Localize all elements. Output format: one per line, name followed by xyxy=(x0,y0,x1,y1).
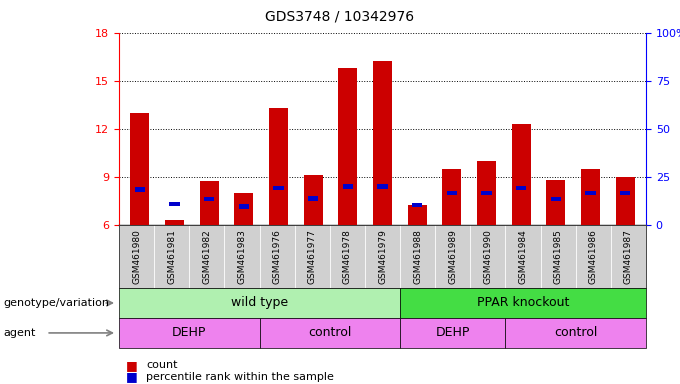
Text: agent: agent xyxy=(3,328,36,338)
Text: GSM461976: GSM461976 xyxy=(273,229,282,284)
Bar xyxy=(269,108,288,225)
Text: GSM461990: GSM461990 xyxy=(483,229,492,284)
Text: GSM461982: GSM461982 xyxy=(203,229,211,284)
Text: GSM461984: GSM461984 xyxy=(519,229,528,284)
Bar xyxy=(477,161,496,225)
Bar xyxy=(442,169,461,225)
Bar xyxy=(239,204,249,209)
Text: GSM461977: GSM461977 xyxy=(308,229,317,284)
Bar xyxy=(481,190,492,195)
Bar xyxy=(412,203,422,207)
Bar xyxy=(373,61,392,225)
Bar xyxy=(131,113,150,225)
Bar xyxy=(200,182,219,225)
Bar xyxy=(304,175,323,225)
Text: GSM461985: GSM461985 xyxy=(554,229,562,284)
Text: genotype/variation: genotype/variation xyxy=(3,298,109,308)
Bar xyxy=(343,184,353,189)
Bar xyxy=(169,202,180,206)
Bar xyxy=(511,124,530,225)
Bar xyxy=(516,186,526,190)
Bar xyxy=(377,184,388,189)
Text: wild type: wild type xyxy=(231,296,288,310)
Text: GSM461981: GSM461981 xyxy=(167,229,176,284)
Text: GSM461980: GSM461980 xyxy=(132,229,141,284)
Text: GSM461983: GSM461983 xyxy=(237,229,246,284)
Bar xyxy=(546,180,565,225)
Text: GSM461988: GSM461988 xyxy=(413,229,422,284)
Text: control: control xyxy=(554,326,598,339)
Bar xyxy=(551,197,561,202)
Text: control: control xyxy=(308,326,352,339)
Bar xyxy=(308,196,318,201)
Bar xyxy=(615,177,634,225)
Text: GSM461989: GSM461989 xyxy=(448,229,457,284)
Text: ■: ■ xyxy=(126,359,137,372)
Text: count: count xyxy=(146,360,177,370)
Text: DEHP: DEHP xyxy=(436,326,470,339)
Text: PPAR knockout: PPAR knockout xyxy=(477,296,569,310)
Bar xyxy=(204,197,214,202)
Text: GSM461978: GSM461978 xyxy=(343,229,352,284)
Text: GSM461979: GSM461979 xyxy=(378,229,387,284)
Text: DEHP: DEHP xyxy=(172,326,207,339)
Bar xyxy=(165,220,184,225)
Bar xyxy=(447,190,457,195)
Bar xyxy=(407,205,427,225)
Bar xyxy=(135,187,145,192)
Bar xyxy=(338,68,358,225)
Bar xyxy=(581,169,600,225)
Bar xyxy=(273,186,284,190)
Text: ■: ■ xyxy=(126,370,137,383)
Bar xyxy=(235,193,254,225)
Text: GSM461986: GSM461986 xyxy=(589,229,598,284)
Text: percentile rank within the sample: percentile rank within the sample xyxy=(146,372,334,382)
Text: GSM461987: GSM461987 xyxy=(624,229,633,284)
Text: GDS3748 / 10342976: GDS3748 / 10342976 xyxy=(265,10,415,23)
Bar xyxy=(620,190,630,195)
Bar xyxy=(585,190,596,195)
